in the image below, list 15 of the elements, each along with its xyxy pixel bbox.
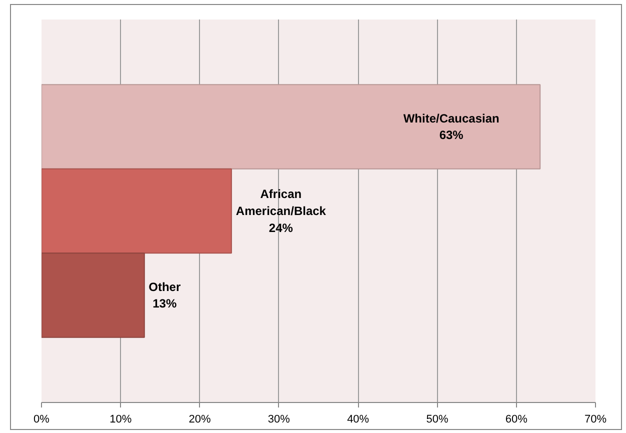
x-tick-label: 30%	[268, 414, 290, 426]
x-tick-label: 70%	[584, 414, 607, 426]
series-label: Other	[148, 280, 181, 294]
data-label: 24%	[268, 220, 294, 235]
x-tick-label: 10%	[110, 414, 132, 426]
series-label: White/Caucasian	[403, 111, 500, 126]
x-tick-label: 60%	[505, 414, 528, 426]
x-tick-label: 0%	[34, 414, 50, 426]
series-label: African American/Black	[236, 187, 326, 218]
bar	[42, 84, 541, 170]
data-label: 63%	[439, 128, 464, 142]
x-tick-label: 50%	[426, 414, 448, 426]
data-label: 13%	[152, 296, 177, 311]
x-tick-label: 20%	[188, 414, 212, 426]
x-tick-label: 40%	[347, 414, 370, 426]
